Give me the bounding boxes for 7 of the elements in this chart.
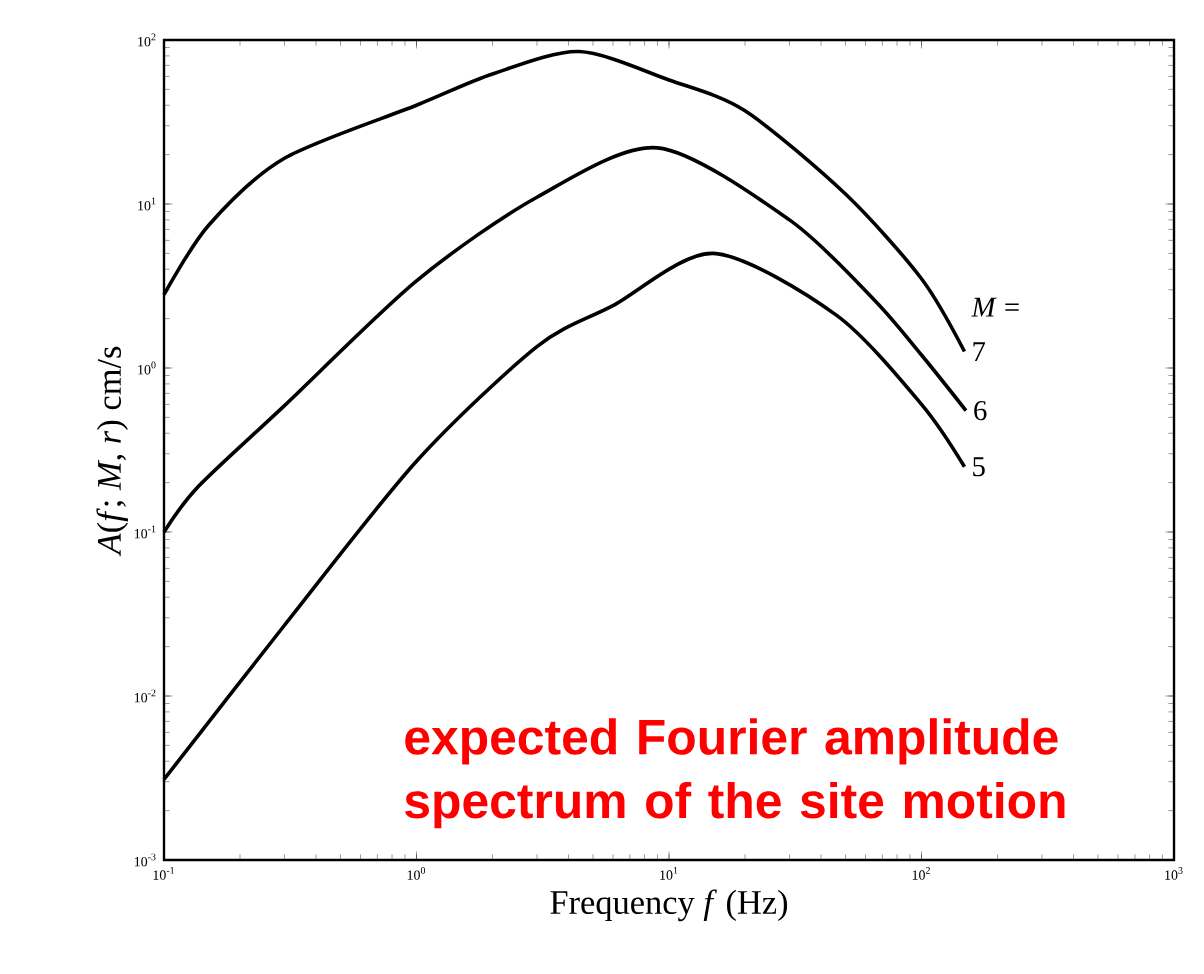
series-label: 7 [973, 342, 986, 361]
series-label: 6 [974, 400, 987, 421]
annotation: expected Fourier amplitude spectrum of the site motion [405, 718, 1065, 829]
x-axis-title: Frequency f (Hz) [550, 889, 788, 922]
series-label: 5 [973, 457, 985, 477]
y-axis-title: A(f; M, r) cm/s [96, 346, 129, 557]
legend-title: M = [971, 297, 1019, 317]
